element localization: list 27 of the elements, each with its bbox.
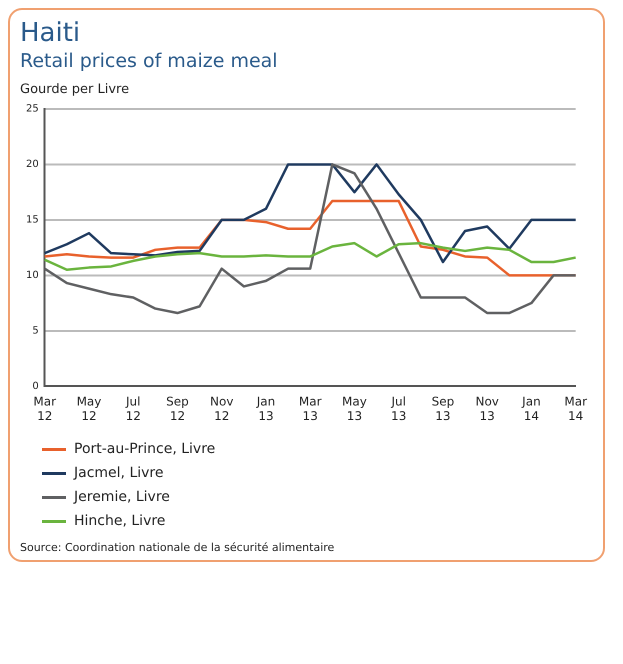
y-axis-title: Gourde per Livre: [20, 82, 130, 97]
x-tick-label: Mar 14: [564, 394, 588, 423]
y-tick-label: 0: [32, 380, 39, 392]
x-tick-label: May 13: [342, 394, 367, 423]
legend-label: Jacmel, Livre: [74, 465, 164, 481]
legend-label: Hinche, Livre: [74, 513, 166, 529]
x-tick-label: Sep 12: [166, 394, 189, 423]
y-tick-label: 20: [26, 159, 39, 170]
x-tick-label: Jul 13: [390, 394, 406, 423]
x-tick-label: Jan 14: [521, 394, 541, 423]
x-tick-label: Nov 12: [210, 394, 234, 423]
legend-label: Jeremie, Livre: [74, 489, 170, 505]
x-tick-label: Nov 13: [475, 394, 499, 423]
y-tick-label: 10: [26, 270, 39, 281]
chart-title: Haiti: [20, 18, 82, 48]
x-tick-label: Mar 12: [33, 394, 56, 423]
source-note: Source: Coordination nationale de la sécurité alimentaire: [20, 541, 336, 554]
x-tick-label: Mar 13: [298, 394, 322, 423]
y-tick-label: 25: [26, 104, 39, 115]
y-tick-label: 15: [26, 214, 39, 226]
chart-subtitle: Retail prices of maize meal: [20, 50, 279, 72]
x-tick-label: May 12: [76, 394, 102, 423]
y-tick-label: 5: [32, 325, 39, 336]
x-tick-label: Sep 13: [432, 394, 454, 423]
legend-label: Port-au-Prince, Livre: [74, 441, 216, 457]
x-tick-label: Jan 13: [256, 394, 276, 423]
x-tick-label: Jul 12: [124, 394, 141, 423]
